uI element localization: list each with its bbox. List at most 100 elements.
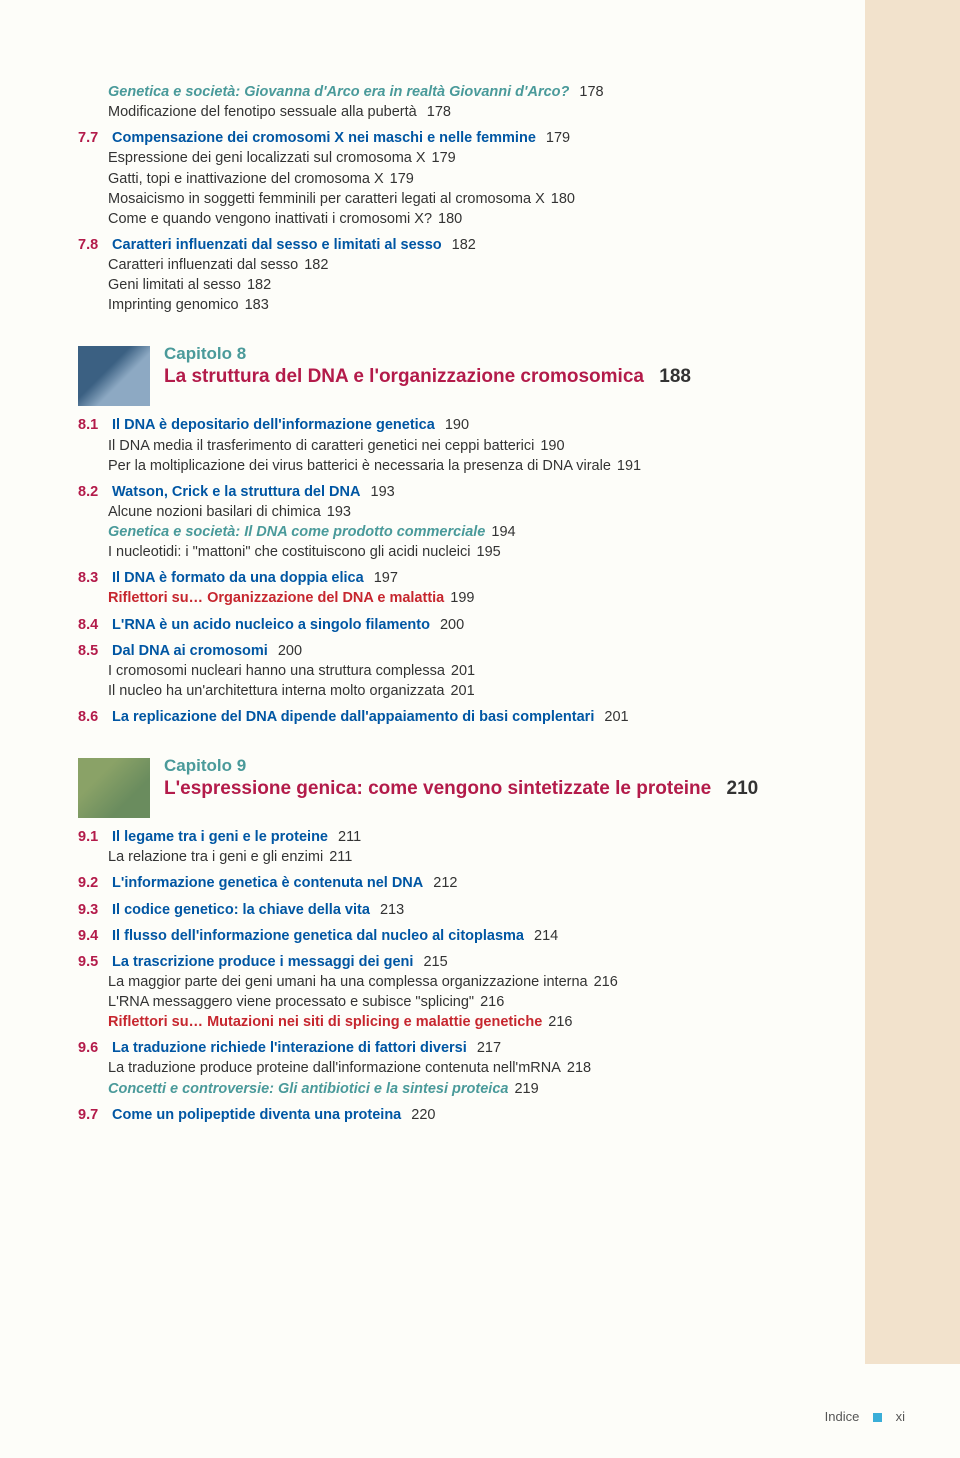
entry-text: Caratteri influenzati dal sesso xyxy=(108,257,298,273)
sub-entry: L'RNA messaggero viene processato e subi… xyxy=(108,993,830,1012)
section-91: 9.1 Il legame tra i geni e le proteine 2… xyxy=(78,828,830,847)
page-number: 190 xyxy=(445,417,469,433)
section-number: 8.2 xyxy=(78,483,108,502)
chapter-label: Capitolo 8 xyxy=(164,343,691,365)
page-number: 182 xyxy=(247,277,271,293)
page-number: 180 xyxy=(438,211,462,227)
section-title: Come un polipeptide diventa una proteina xyxy=(112,1107,401,1123)
entry-text: Gatti, topi e inattivazione del cromosom… xyxy=(108,171,384,187)
footer-square-icon xyxy=(873,1413,882,1422)
page-number: 194 xyxy=(491,524,515,540)
page-number: 178 xyxy=(579,84,603,100)
page-number: 200 xyxy=(278,643,302,659)
section-number: 7.8 xyxy=(78,236,108,255)
cc-title: Concetti e controversie: Gli antibiotici… xyxy=(108,1081,508,1097)
page-number: 183 xyxy=(245,297,269,313)
section-title: La traduzione richiede l'interazione di … xyxy=(112,1040,467,1056)
sub-entry: Gatti, topi e inattivazione del cromosom… xyxy=(108,170,830,189)
entry-text: I nucleotidi: i "mattoni" che costituisc… xyxy=(108,544,471,560)
page-number: 214 xyxy=(534,928,558,944)
page-number: 195 xyxy=(477,544,501,560)
chapter-8-thumbnail xyxy=(78,346,150,406)
toc-content: Genetica e società: Giovanna d'Arco era … xyxy=(0,0,960,1125)
sub-entry: Imprinting genomico 183 xyxy=(108,296,830,315)
entry-text: Alcune nozioni basilari di chimica xyxy=(108,504,321,520)
section-number: 9.6 xyxy=(78,1039,108,1058)
footer-page: xi xyxy=(896,1409,905,1424)
section-81: 8.1 Il DNA è depositario dell'informazio… xyxy=(78,416,830,435)
chapter-8-header: Capitolo 8 La struttura del DNA e l'orga… xyxy=(78,343,830,406)
section-number: 8.3 xyxy=(78,569,108,588)
red-title: Riflettori su… Organizzazione del DNA e … xyxy=(108,590,444,606)
chapter-9-titles: Capitolo 9 L'espressione genica: come ve… xyxy=(164,755,758,800)
section-number: 9.2 xyxy=(78,874,108,893)
page-number: 179 xyxy=(546,130,570,146)
section-94: 9.4 Il flusso dell'informazione genetica… xyxy=(78,927,830,946)
section-title: Il flusso dell'informazione genetica dal… xyxy=(112,928,524,944)
sub-entry: Il nucleo ha un'architettura interna mol… xyxy=(108,682,830,701)
page-number: 220 xyxy=(411,1107,435,1123)
entry-text: Il DNA media il trasferimento di caratte… xyxy=(108,438,534,454)
section-number: 9.3 xyxy=(78,901,108,920)
section-number: 9.1 xyxy=(78,828,108,847)
entry-text: L'RNA messaggero viene processato e subi… xyxy=(108,994,474,1010)
section-83: 8.3 Il DNA è formato da una doppia elica… xyxy=(78,569,830,588)
section-title: Il legame tra i geni e le proteine xyxy=(112,829,328,845)
page-number: 199 xyxy=(450,590,474,606)
page-number: 193 xyxy=(371,484,395,500)
sub-entry: Alcune nozioni basilari di chimica193 xyxy=(108,503,830,522)
section-96: 9.6 La traduzione richiede l'interazione… xyxy=(78,1039,830,1058)
section-number: 8.1 xyxy=(78,416,108,435)
page-number: 216 xyxy=(594,974,618,990)
sub-entry: Modificazione del fenotipo sessuale alla… xyxy=(108,103,830,122)
section-title: Watson, Crick e la struttura del DNA xyxy=(112,484,360,500)
section-number: 8.5 xyxy=(78,642,108,661)
footer-label: Indice xyxy=(825,1409,860,1424)
page-number: 210 xyxy=(727,778,759,799)
red-entry: Riflettori su… Mutazioni nei siti di spl… xyxy=(108,1013,830,1032)
page-number: 216 xyxy=(480,994,504,1010)
page-number: 179 xyxy=(432,150,456,166)
chapter-title-text: L'espressione genica: come vengono sinte… xyxy=(164,778,711,799)
page-number: 200 xyxy=(440,617,464,633)
entry-text: Espressione dei geni localizzati sul cro… xyxy=(108,150,426,166)
chapter-title: La struttura del DNA e l'organizzazione … xyxy=(164,366,691,389)
sub-entry: Mosaicismo in soggetti femminili per car… xyxy=(108,190,830,209)
section-number: 9.5 xyxy=(78,953,108,972)
section-95: 9.5 La trascrizione produce i messaggi d… xyxy=(78,953,830,972)
page-number: 178 xyxy=(427,104,451,120)
section-title: Il DNA è formato da una doppia elica xyxy=(112,570,364,586)
page-number: 180 xyxy=(551,191,575,207)
entry-text: Mosaicismo in soggetti femminili per car… xyxy=(108,191,545,207)
entry-text: I cromosomi nucleari hanno una struttura… xyxy=(108,663,445,679)
sub-entry: Come e quando vengono inattivati i cromo… xyxy=(108,210,830,229)
entry-text: Il nucleo ha un'architettura interna mol… xyxy=(108,683,444,699)
section-title: L'RNA è un acido nucleico a singolo fila… xyxy=(112,617,430,633)
page-number: 212 xyxy=(433,875,457,891)
page-number: 215 xyxy=(423,954,447,970)
chapter-9-header: Capitolo 9 L'espressione genica: come ve… xyxy=(78,755,830,818)
section-93: 9.3 Il codice genetico: la chiave della … xyxy=(78,901,830,920)
sub-entry: Espressione dei geni localizzati sul cro… xyxy=(108,149,830,168)
chapter-9-thumbnail xyxy=(78,758,150,818)
chapter-title: L'espressione genica: come vengono sinte… xyxy=(164,778,758,801)
entry-text: La relazione tra i geni e gli enzimi xyxy=(108,849,323,865)
section-number: 9.7 xyxy=(78,1106,108,1125)
page-number: 211 xyxy=(338,829,361,845)
sub-entry: Geni limitati al sesso182 xyxy=(108,276,830,295)
page-number: 201 xyxy=(451,663,475,679)
entry-text: Per la moltiplicazione dei virus batteri… xyxy=(108,458,611,474)
page-number: 201 xyxy=(450,683,474,699)
section-title: La replicazione del DNA dipende dall'app… xyxy=(112,709,594,725)
section-title: La trascrizione produce i messaggi dei g… xyxy=(112,954,413,970)
entry-text: Imprinting genomico xyxy=(108,297,239,313)
section-77: 7.7 Compensazione dei cromosomi X nei ma… xyxy=(78,129,830,148)
right-sidebar xyxy=(865,0,960,1364)
sub-entry: I nucleotidi: i "mattoni" che costituisc… xyxy=(108,543,830,562)
section-title: Il codice genetico: la chiave della vita xyxy=(112,902,370,918)
page-number: 188 xyxy=(659,366,691,387)
section-title: Compensazione dei cromosomi X nei maschi… xyxy=(112,130,536,146)
page-number: 191 xyxy=(617,458,641,474)
page-number: 219 xyxy=(514,1081,538,1097)
page-number: 213 xyxy=(380,902,404,918)
